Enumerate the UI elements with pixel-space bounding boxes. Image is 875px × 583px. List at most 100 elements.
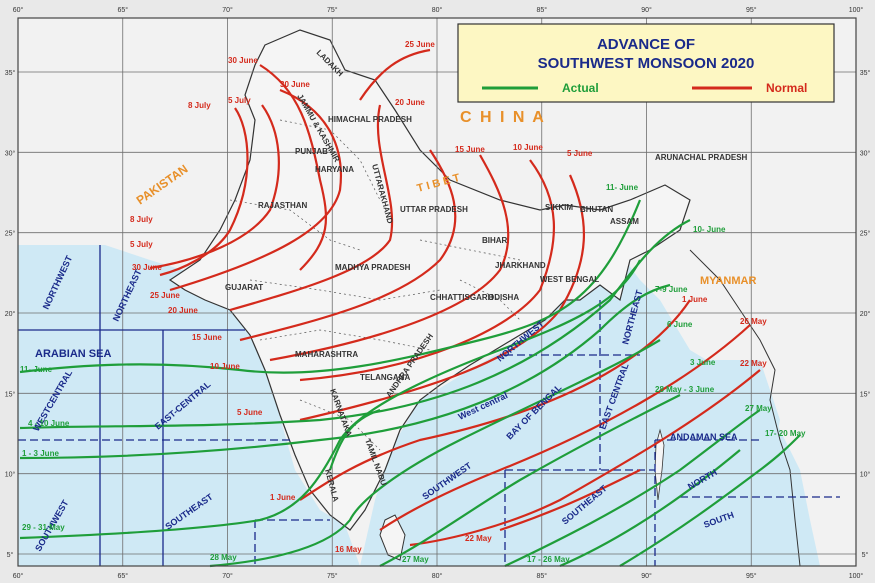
actual-date-label: 11- June bbox=[606, 183, 639, 192]
latitude-tick-label: 15° bbox=[5, 390, 16, 398]
state-label: HIMACHAL PRADESH bbox=[328, 115, 412, 124]
normal-date-label: 20 June bbox=[168, 306, 198, 315]
normal-date-label: 15 June bbox=[192, 333, 222, 342]
normal-date-label: 30 June bbox=[228, 56, 258, 65]
state-label: UTTAR PRADESH bbox=[400, 205, 468, 214]
sea-region-boxes bbox=[18, 245, 840, 566]
latitude-tick-label: 25° bbox=[860, 230, 871, 238]
normal-date-label: 26 May bbox=[740, 317, 767, 326]
state-label: MADHYA PRADESH bbox=[335, 263, 411, 272]
actual-date-label: 10- June bbox=[693, 225, 726, 234]
state-label: HARYANA bbox=[315, 165, 354, 174]
actual-date-label: 11- June bbox=[20, 365, 53, 374]
actual-date-label: 4 - 10 June bbox=[28, 419, 70, 428]
state-label: SIKKIM bbox=[545, 203, 573, 212]
state-label: GUJARAT bbox=[225, 283, 263, 292]
actual-date-label: 1 - 3 June bbox=[22, 449, 59, 458]
normal-date-label: 20 June bbox=[395, 98, 425, 107]
longitude-labels-top: 60° 65° 70° 75° 80° 85° 90° 95° 100° bbox=[13, 6, 864, 14]
normal-date-label: 30 June bbox=[280, 80, 310, 89]
normal-date-label: 10 June bbox=[210, 362, 240, 371]
latitude-labels-right: 35° 30° 25° 20° 15° 10° 5° bbox=[860, 69, 871, 559]
state-label: MAHARASHTRA bbox=[295, 350, 358, 359]
legend-normal-label: Normal bbox=[766, 81, 807, 95]
lat-lon-grid bbox=[17, 18, 857, 566]
longitude-tick-label: 65° bbox=[117, 572, 128, 580]
longitude-tick-label: 70° bbox=[222, 572, 233, 580]
normal-date-label: 1 June bbox=[682, 295, 708, 304]
latitude-tick-label: 5° bbox=[862, 551, 869, 559]
state-label: BHUTAN bbox=[580, 205, 613, 214]
state-label: JHARKHAND bbox=[495, 261, 546, 270]
longitude-tick-label: 70° bbox=[222, 6, 233, 14]
legend-actual-label: Actual bbox=[562, 81, 599, 95]
actual-date-label: 7-9 June bbox=[655, 285, 688, 294]
longitude-tick-label: 60° bbox=[13, 6, 24, 14]
latitude-tick-label: 25° bbox=[5, 230, 16, 238]
andaman-sea-area bbox=[700, 360, 820, 566]
legend-title-line1: ADVANCE OF bbox=[597, 36, 695, 53]
longitude-tick-label: 100° bbox=[849, 572, 864, 580]
state-label: ARUNACHAL PRADESH bbox=[655, 153, 748, 162]
normal-date-label: 1 June bbox=[270, 493, 296, 502]
longitude-tick-label: 90° bbox=[641, 572, 652, 580]
latitude-tick-label: 20° bbox=[5, 310, 16, 318]
latitude-labels-left: 35° 30° 25° 20° 15° 10° 5° bbox=[5, 69, 16, 559]
sea-label-arabian: ARABIAN SEA bbox=[35, 348, 111, 360]
andaman-islands bbox=[654, 428, 665, 501]
state-label: TELANGANA bbox=[360, 373, 410, 382]
normal-date-label: 5 July bbox=[228, 96, 251, 105]
normal-date-label: 5 June bbox=[567, 149, 593, 158]
label-myanmar: MYANMAR bbox=[700, 275, 756, 287]
latitude-tick-label: 35° bbox=[860, 69, 871, 77]
latitude-tick-label: 5° bbox=[7, 551, 14, 559]
latitude-tick-label: 10° bbox=[5, 471, 16, 479]
state-label: ODISHA bbox=[488, 293, 519, 302]
longitude-labels-bottom: 60° 65° 70° 75° 80° 85° 90° 95° 100° bbox=[13, 572, 864, 580]
normal-date-label: 8 July bbox=[130, 215, 153, 224]
normal-date-label: 25 June bbox=[150, 291, 180, 300]
actual-date-label: 6 June bbox=[667, 320, 693, 329]
actual-date-label: 28 May - 3 June bbox=[655, 385, 715, 394]
normal-date-label: 8 July bbox=[188, 101, 211, 110]
longitude-tick-label: 95° bbox=[746, 572, 757, 580]
normal-date-label: 5 July bbox=[130, 240, 153, 249]
longitude-tick-label: 95° bbox=[746, 6, 757, 14]
normal-onset-lines bbox=[149, 48, 761, 547]
normal-date-label: 10 June bbox=[513, 143, 543, 152]
normal-date-label: 22 May bbox=[465, 534, 492, 543]
state-label: WEST BENGAL bbox=[540, 275, 599, 284]
actual-date-label: 27 May bbox=[402, 555, 429, 564]
actual-date-label: 17 - 26 May bbox=[527, 555, 570, 564]
state-label: CHHATTISGARH bbox=[430, 293, 494, 302]
longitude-tick-label: 80° bbox=[432, 572, 443, 580]
label-china: C H I N A bbox=[460, 109, 546, 126]
arabian-sea-area bbox=[18, 245, 360, 566]
myanmar-coast bbox=[689, 249, 801, 567]
normal-date-label: 25 June bbox=[405, 40, 435, 49]
actual-date-label: 27 May bbox=[745, 404, 772, 413]
longitude-tick-label: 75° bbox=[327, 572, 338, 580]
map-frame bbox=[17, 17, 857, 567]
longitude-tick-label: 85° bbox=[536, 6, 547, 14]
normal-date-label: 30 June bbox=[132, 263, 162, 272]
latitude-tick-label: 10° bbox=[860, 471, 871, 479]
latitude-tick-label: 20° bbox=[860, 310, 871, 318]
state-label: PUNJAB bbox=[295, 147, 328, 156]
normal-date-label: 15 June bbox=[455, 145, 485, 154]
longitude-tick-label: 65° bbox=[117, 6, 128, 14]
legend-title-line2: SOUTHWEST MONSOON 2020 bbox=[538, 55, 755, 72]
legend-box: ADVANCE OF SOUTHWEST MONSOON 2020 Actual… bbox=[457, 23, 835, 103]
latitude-tick-label: 30° bbox=[5, 149, 16, 157]
actual-date-label: 29 - 31 May bbox=[22, 523, 65, 532]
sea-label-andaman: ANDAMAN SEA bbox=[670, 432, 738, 442]
state-label: BIHAR bbox=[482, 236, 508, 245]
longitude-tick-label: 80° bbox=[432, 6, 443, 14]
normal-date-label: 5 June bbox=[237, 408, 263, 417]
normal-date-label: 16 May bbox=[335, 545, 362, 554]
actual-date-label: 17- 20 May bbox=[765, 429, 806, 438]
actual-date-label: 3 June bbox=[690, 358, 716, 367]
longitude-tick-label: 90° bbox=[641, 6, 652, 14]
